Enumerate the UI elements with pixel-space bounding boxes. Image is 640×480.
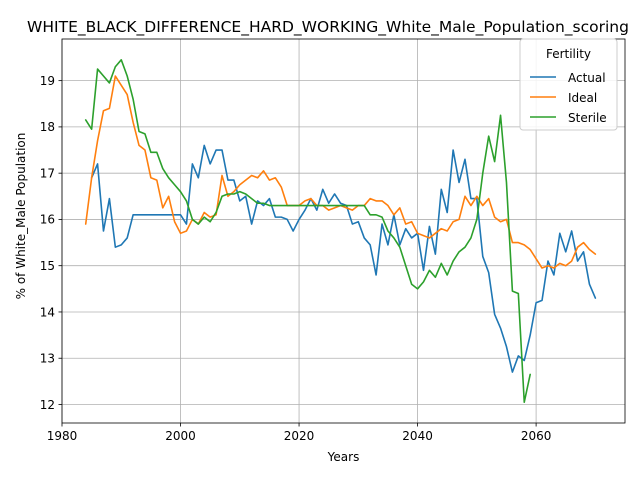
chart-title: WHITE_BLACK_DIFFERENCE_HARD_WORKING_Whit…: [27, 18, 629, 37]
legend-label-sterile: Sterile: [568, 111, 607, 125]
x-tick-label: 1980: [47, 429, 78, 443]
series-lines: [84, 59, 597, 403]
legend-box: [519, 38, 618, 131]
y-tick-label: 18: [40, 120, 55, 134]
y-tick-label: 14: [40, 305, 55, 319]
legend-title: Fertility: [546, 47, 591, 61]
x-tick-label: 2040: [402, 429, 433, 443]
series-line-sterile: [84, 59, 531, 403]
legend-label-actual: Actual: [568, 71, 606, 85]
y-tick-label: 17: [40, 166, 55, 180]
y-tick-label: 13: [40, 352, 55, 366]
grid-lines: [61, 39, 625, 423]
x-tick-label: 2020: [284, 429, 315, 443]
y-tick-label: 12: [40, 398, 55, 412]
y-tick-label: 16: [40, 213, 55, 227]
legend-label-ideal: Ideal: [568, 91, 597, 105]
x-tick-label: 2000: [165, 429, 196, 443]
axis-ticks: 1980 2000 2020 2040 2060 12 13 14 15 16 17 18 19: [40, 74, 552, 443]
series-line-actual: [90, 144, 597, 373]
y-tick-label: 19: [40, 74, 55, 88]
x-tick-label: 2060: [521, 429, 552, 443]
legend: Fertility Actual Ideal Sterile: [519, 38, 618, 131]
x-axis-label: Years: [327, 450, 360, 464]
y-tick-label: 15: [40, 259, 55, 273]
plot-frame: [61, 38, 626, 424]
y-axis-label: % of White_Male Population: [14, 133, 28, 300]
